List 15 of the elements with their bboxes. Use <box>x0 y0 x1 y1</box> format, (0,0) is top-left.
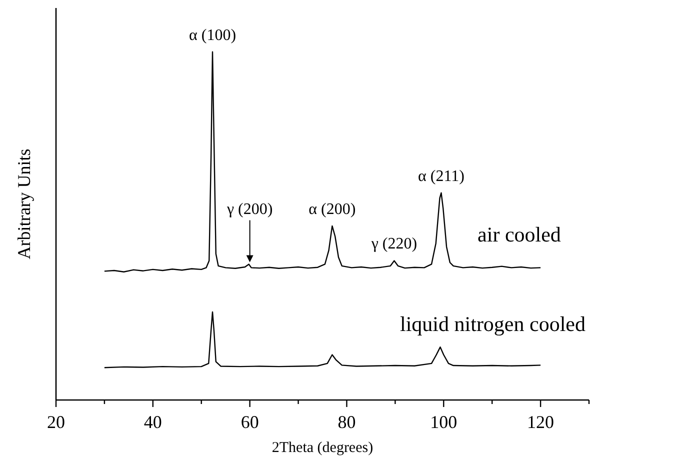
x-tick-label: 120 <box>527 412 554 432</box>
x-tick-label: 60 <box>240 412 259 432</box>
x-tick-label: 80 <box>338 412 356 432</box>
annotation: γ (220) <box>370 236 418 253</box>
x-tick-label: 20 <box>47 412 65 432</box>
x-axis-title: 2Theta (degrees) <box>272 440 374 456</box>
series-label: liquid nitrogen cooled <box>400 312 586 336</box>
annotation: α (211) <box>418 168 464 185</box>
x-tick-label: 100 <box>430 412 458 432</box>
x-tick-label: 40 <box>144 412 162 432</box>
series-label: air cooled <box>478 222 562 247</box>
annotation: α (200) <box>308 200 356 218</box>
annotation: α (100) <box>188 26 236 44</box>
annotation: γ (200) <box>226 201 273 218</box>
y-axis-title: Arbitrary Units <box>14 148 34 260</box>
